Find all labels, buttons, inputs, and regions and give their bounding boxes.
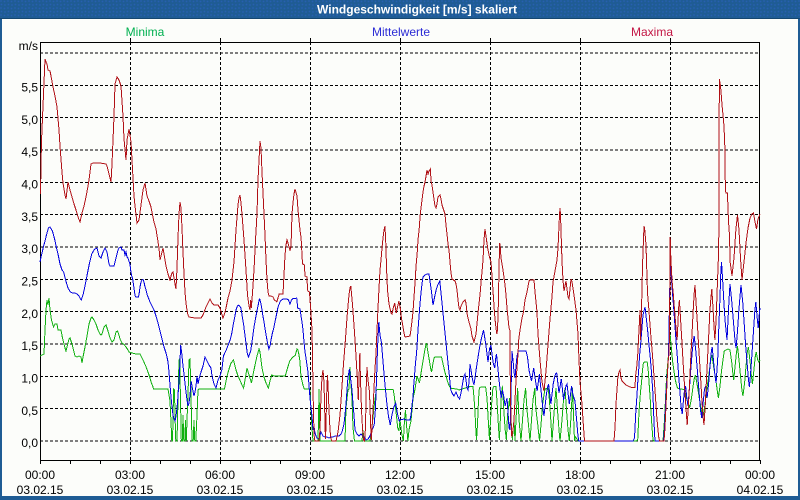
svg-text:03.02.15: 03.02.15 <box>377 483 424 497</box>
svg-text:1,5: 1,5 <box>21 339 38 353</box>
svg-text:03.02.15: 03.02.15 <box>107 483 154 497</box>
svg-text:04.02.15: 04.02.15 <box>737 483 784 497</box>
svg-text:06:00: 06:00 <box>205 468 235 482</box>
svg-text:00:00: 00:00 <box>25 468 55 482</box>
svg-text:5,0: 5,0 <box>21 113 38 127</box>
svg-text:00:00: 00:00 <box>745 468 775 482</box>
svg-text:3,0: 3,0 <box>21 242 38 256</box>
svg-text:0,5: 0,5 <box>21 404 38 418</box>
svg-text:12:00: 12:00 <box>385 468 415 482</box>
svg-text:1,0: 1,0 <box>21 372 38 386</box>
svg-text:Windgeschwindigkeit [m/s] skal: Windgeschwindigkeit [m/s] skaliert <box>317 3 517 17</box>
svg-text:0,0: 0,0 <box>21 436 38 450</box>
svg-text:03:00: 03:00 <box>115 468 145 482</box>
svg-text:03.02.15: 03.02.15 <box>647 483 694 497</box>
svg-text:03.02.15: 03.02.15 <box>467 483 514 497</box>
svg-text:18:00: 18:00 <box>565 468 595 482</box>
svg-text:Minima: Minima <box>126 25 165 39</box>
svg-text:2,5: 2,5 <box>21 275 38 289</box>
svg-text:4,0: 4,0 <box>21 178 38 192</box>
svg-text:Mittelwerte: Mittelwerte <box>372 25 430 39</box>
svg-text:03.02.15: 03.02.15 <box>557 483 604 497</box>
svg-text:Maxima: Maxima <box>631 25 673 39</box>
svg-text:03.02.15: 03.02.15 <box>197 483 244 497</box>
svg-text:21:00: 21:00 <box>655 468 685 482</box>
svg-text:3,5: 3,5 <box>21 210 38 224</box>
svg-text:5,5: 5,5 <box>21 81 38 95</box>
svg-text:4,5: 4,5 <box>21 145 38 159</box>
svg-text:2,0: 2,0 <box>21 307 38 321</box>
svg-text:15:00: 15:00 <box>475 468 505 482</box>
svg-text:09:00: 09:00 <box>295 468 325 482</box>
svg-text:03.02.15: 03.02.15 <box>287 483 334 497</box>
svg-text:03.02.15: 03.02.15 <box>17 483 64 497</box>
svg-text:m/s: m/s <box>19 39 38 53</box>
